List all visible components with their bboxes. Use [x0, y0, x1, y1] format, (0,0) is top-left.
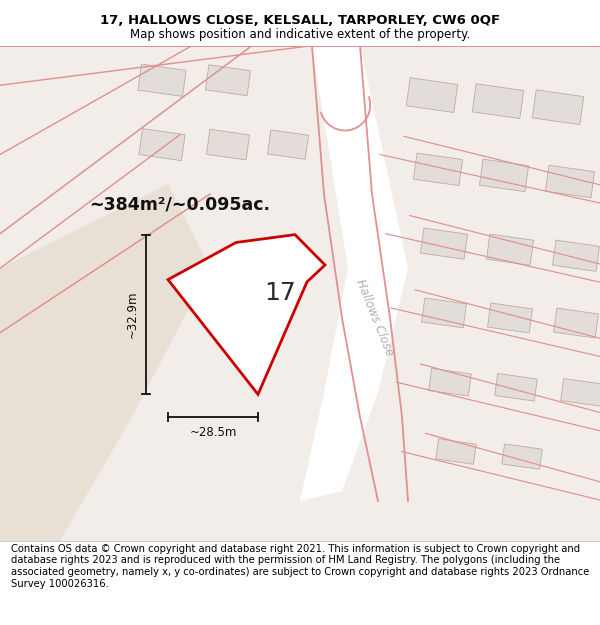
- Polygon shape: [472, 84, 524, 119]
- Polygon shape: [560, 379, 600, 406]
- Text: Contains OS data © Crown copyright and database right 2021. This information is : Contains OS data © Crown copyright and d…: [11, 544, 589, 589]
- Polygon shape: [139, 129, 185, 161]
- Text: 17, HALLOWS CLOSE, KELSALL, TARPORLEY, CW6 0QF: 17, HALLOWS CLOSE, KELSALL, TARPORLEY, C…: [100, 14, 500, 27]
- Polygon shape: [494, 374, 538, 401]
- Polygon shape: [168, 234, 325, 394]
- Polygon shape: [205, 65, 251, 96]
- Text: ~384m²/~0.095ac.: ~384m²/~0.095ac.: [89, 195, 271, 213]
- Text: Map shows position and indicative extent of the property.: Map shows position and indicative extent…: [130, 28, 470, 41]
- Text: Hallows Close: Hallows Close: [354, 278, 396, 358]
- Polygon shape: [488, 303, 532, 333]
- Polygon shape: [422, 298, 466, 328]
- Polygon shape: [502, 444, 542, 469]
- Polygon shape: [206, 129, 250, 160]
- Polygon shape: [545, 165, 595, 198]
- Polygon shape: [436, 439, 476, 464]
- Polygon shape: [532, 90, 584, 124]
- Text: 17: 17: [264, 281, 296, 305]
- Polygon shape: [479, 159, 529, 192]
- Polygon shape: [413, 153, 463, 186]
- Polygon shape: [406, 78, 458, 112]
- Polygon shape: [554, 308, 598, 338]
- Text: ~28.5m: ~28.5m: [190, 426, 236, 439]
- Polygon shape: [300, 46, 408, 501]
- Polygon shape: [421, 228, 467, 259]
- Polygon shape: [487, 234, 533, 265]
- Polygon shape: [428, 368, 472, 396]
- Polygon shape: [0, 184, 210, 541]
- Text: ~32.9m: ~32.9m: [125, 291, 139, 338]
- Polygon shape: [138, 64, 186, 96]
- Polygon shape: [268, 130, 308, 159]
- Polygon shape: [553, 240, 599, 271]
